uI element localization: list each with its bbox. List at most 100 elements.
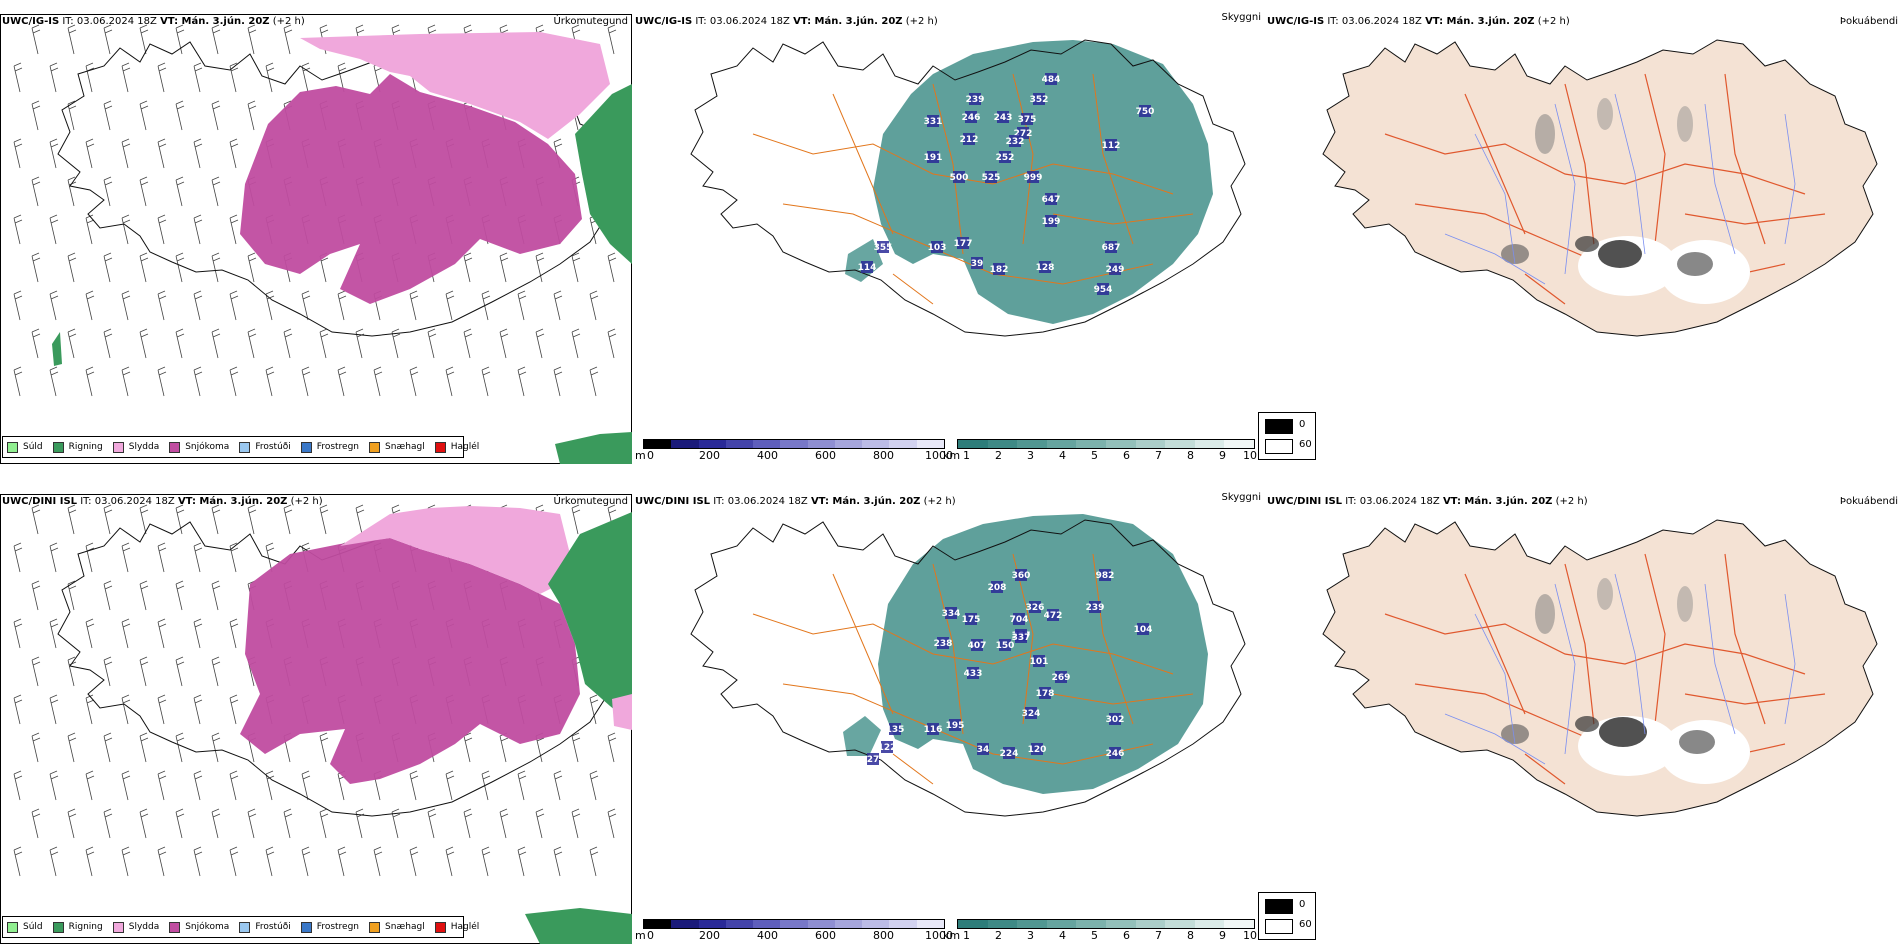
peak-marker <box>1109 263 1121 275</box>
row1-fog-label: Þokuábendi <box>1839 16 1898 27</box>
peak-marker <box>1097 283 1109 295</box>
sleet-east <box>612 694 632 730</box>
visibility-tick: 10 <box>1243 929 1257 942</box>
height-tick: 400 <box>757 449 778 462</box>
height-unit: m <box>635 929 646 942</box>
peak-label: 243 <box>994 113 1013 123</box>
peak-marker <box>1033 93 1045 105</box>
row2-cloud-label: Skyggni <box>1221 492 1261 503</box>
height-tick: 1000 <box>925 449 953 462</box>
peak-label: 687 <box>1102 243 1121 253</box>
peak-label: 175 <box>962 615 981 625</box>
cloud-key-tick: 0 <box>1299 419 1306 430</box>
row1-cloud-panel: 484 239 352 246 331 243 375 750 272 212 232 112 191 2… <box>633 12 1265 466</box>
peak-label: 954 <box>1094 285 1113 295</box>
peak-label: 433 <box>964 669 983 679</box>
peak-marker <box>927 115 939 127</box>
height-tick: 1000 <box>925 929 953 942</box>
peak-label: 352 <box>1030 95 1049 105</box>
peak-marker <box>931 241 943 253</box>
precip-legend: Súld Rigning Slydda Snjókoma Frostúði Fr… <box>2 916 479 938</box>
peak-label: 484 <box>1042 75 1061 85</box>
iceland-outline <box>690 519 1246 817</box>
peak-marker <box>867 753 879 765</box>
height-tick: 800 <box>873 929 894 942</box>
height-colorbar: m 0 200 400 600 800 1000 <box>635 439 953 465</box>
peak-label: 182 <box>990 265 1009 275</box>
height-tick: 600 <box>815 449 836 462</box>
peak-label: 239 <box>966 95 985 105</box>
peak-label: 472 <box>1044 611 1063 621</box>
peak-marker <box>1137 623 1149 635</box>
row2-precip-label: Úrkomutegund <box>553 496 628 507</box>
legend-item: Haglél <box>434 441 479 453</box>
legend-item: Frostúði <box>239 921 291 933</box>
peak-label: 34 <box>977 745 990 755</box>
peak-label: 750 <box>1136 107 1155 117</box>
row2-fog-map <box>1322 519 1878 817</box>
legend-item: Rigning <box>52 921 103 933</box>
legend-item: Rigning <box>52 441 103 453</box>
peak-marker <box>1045 73 1057 85</box>
legend-item: Snjókoma <box>169 921 229 933</box>
cloud-key-tick: 0 <box>1299 899 1306 910</box>
peak-label: 135 <box>886 725 905 735</box>
rain-area-small <box>52 332 62 366</box>
peak-label: 128 <box>1036 263 1055 273</box>
row1-precip-title: UWC/IG-IS IT: 03.06.2024 18Z VT: Mán. 3.… <box>2 16 305 27</box>
row1-precip-map <box>13 24 632 464</box>
peak-marker <box>1003 747 1015 759</box>
peak-label: 246 <box>1106 749 1125 759</box>
peak-marker <box>1029 601 1041 613</box>
peak-marker <box>927 723 939 735</box>
peak-marker <box>1089 601 1101 613</box>
legend-item: Slydda <box>112 441 159 453</box>
peak-marker <box>881 741 893 753</box>
peak-marker <box>1025 707 1037 719</box>
precip-legend: Súld Rigning Slydda Snjókoma Frostúði Fr… <box>2 436 479 458</box>
peak-labels: 484 239 352 246 331 243 375 750 272 212 232 112 191 2… <box>858 73 1155 295</box>
peak-label: 104 <box>1134 625 1153 635</box>
legend-item: Frostregn <box>300 441 359 453</box>
peak-marker <box>999 151 1011 163</box>
legend-item: Súld <box>7 921 43 933</box>
peak-marker <box>985 171 997 183</box>
peak-marker <box>957 237 969 249</box>
peak-label: 103 <box>928 243 947 253</box>
legend-item: Snjókoma <box>169 441 229 453</box>
rivers <box>1444 573 1796 765</box>
rain-area <box>575 84 632 264</box>
low-visibility-area <box>873 40 1213 324</box>
peak-label: 982 <box>1096 571 1115 581</box>
peak-marker <box>1139 105 1151 117</box>
row2-cloud-panel: 3609822083262393341757044723371042384071… <box>633 492 1265 946</box>
legend-item: Haglél <box>434 921 479 933</box>
peak-label: 178 <box>1036 689 1055 699</box>
rain-area-sw <box>555 432 632 464</box>
peak-label: 246 <box>962 113 981 123</box>
peak-label: 375 <box>1018 115 1037 125</box>
legend-item: Snæhagl <box>369 441 425 453</box>
visibility-tick: 8 <box>1187 449 1194 462</box>
row2-precip-title: UWC/DINI ISL IT: 03.06.2024 18Z VT: Mán.… <box>2 496 323 507</box>
peak-marker <box>953 171 965 183</box>
peak-marker <box>965 613 977 625</box>
peak-label: 195 <box>946 721 965 731</box>
visibility-tick: 6 <box>1123 449 1130 462</box>
peak-marker <box>977 743 989 755</box>
peak-label: 120 <box>1028 745 1047 755</box>
peak-marker <box>889 723 901 735</box>
sleet-area <box>340 506 570 594</box>
peak-marker <box>949 719 961 731</box>
peak-marker <box>1039 687 1051 699</box>
visibility-tick: 5 <box>1091 929 1098 942</box>
peak-marker <box>999 639 1011 651</box>
rivers <box>1444 93 1796 285</box>
height-tick: 0 <box>647 929 654 942</box>
height-colorbar: m 0 200 400 600 800 1000 <box>635 919 953 945</box>
legend-item: Frostúði <box>239 441 291 453</box>
peak-label: 199 <box>1042 217 1061 227</box>
low-visibility-west <box>845 239 883 282</box>
